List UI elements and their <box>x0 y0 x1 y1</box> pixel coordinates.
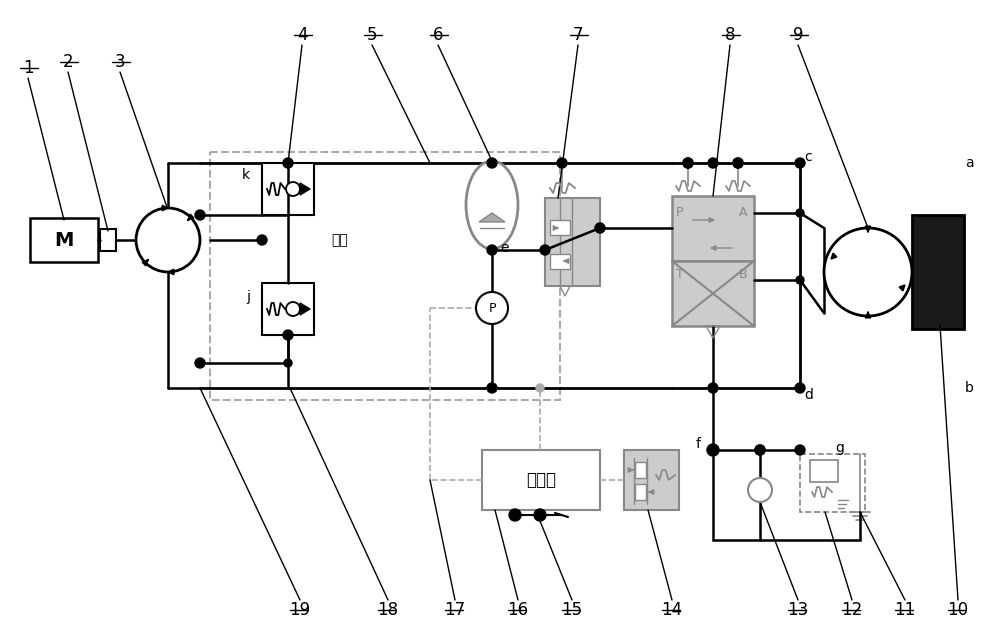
Circle shape <box>487 158 497 168</box>
Text: 补油: 补油 <box>332 233 348 247</box>
Bar <box>262 163 314 215</box>
Circle shape <box>487 383 497 393</box>
Circle shape <box>683 158 693 168</box>
Circle shape <box>284 359 292 367</box>
Text: A: A <box>738 207 747 219</box>
Bar <box>545 198 600 286</box>
Text: 18: 18 <box>377 601 399 619</box>
Text: 11: 11 <box>894 601 916 619</box>
Circle shape <box>708 158 718 168</box>
Text: 1: 1 <box>23 59 33 77</box>
Bar <box>912 215 964 329</box>
Text: 2: 2 <box>63 53 73 71</box>
Text: j: j <box>246 290 250 304</box>
Circle shape <box>195 358 205 368</box>
Circle shape <box>476 292 508 324</box>
Circle shape <box>540 245 550 255</box>
Text: d: d <box>804 388 813 402</box>
Text: 3: 3 <box>115 53 125 71</box>
Bar <box>810 460 838 482</box>
Text: e: e <box>500 241 509 255</box>
Bar <box>30 218 98 262</box>
Circle shape <box>509 509 521 521</box>
Text: f: f <box>696 437 701 451</box>
Circle shape <box>536 384 544 392</box>
Circle shape <box>286 302 300 316</box>
Text: 7: 7 <box>573 26 583 44</box>
Text: 19: 19 <box>289 601 311 619</box>
Bar <box>672 196 754 261</box>
Text: 4: 4 <box>297 26 307 44</box>
Text: 6: 6 <box>433 26 443 44</box>
Circle shape <box>257 235 267 245</box>
Text: M: M <box>54 230 74 249</box>
Circle shape <box>748 478 772 502</box>
Circle shape <box>283 158 293 168</box>
Text: 17: 17 <box>444 601 466 619</box>
Bar <box>635 462 646 478</box>
Bar <box>635 484 646 500</box>
Bar <box>550 220 570 235</box>
Bar <box>800 454 865 512</box>
Circle shape <box>733 158 743 168</box>
Bar <box>482 450 600 510</box>
Circle shape <box>487 245 497 255</box>
Circle shape <box>708 383 718 393</box>
Circle shape <box>795 383 805 393</box>
Text: P: P <box>676 207 684 219</box>
Text: 15: 15 <box>561 601 583 619</box>
Text: k: k <box>242 168 250 182</box>
Bar <box>550 254 570 269</box>
Text: 10: 10 <box>947 601 969 619</box>
Text: b: b <box>965 381 974 395</box>
Text: P: P <box>488 301 496 314</box>
Polygon shape <box>300 303 310 315</box>
Circle shape <box>683 158 693 168</box>
Text: 14: 14 <box>661 601 683 619</box>
Circle shape <box>595 223 605 233</box>
Polygon shape <box>300 183 310 195</box>
Circle shape <box>755 445 765 455</box>
Bar <box>672 261 754 326</box>
Text: T: T <box>676 268 684 282</box>
Circle shape <box>286 182 300 196</box>
Text: B: B <box>738 268 747 282</box>
Circle shape <box>824 228 912 316</box>
Text: 8: 8 <box>725 26 735 44</box>
Circle shape <box>283 330 293 340</box>
Circle shape <box>195 210 205 220</box>
Bar <box>624 450 679 510</box>
Circle shape <box>534 509 546 521</box>
Bar <box>100 229 116 251</box>
Ellipse shape <box>466 161 518 249</box>
Circle shape <box>557 158 567 168</box>
Text: 13: 13 <box>787 601 809 619</box>
Circle shape <box>796 209 804 217</box>
Bar <box>210 152 560 400</box>
Circle shape <box>733 158 743 168</box>
Circle shape <box>755 445 765 455</box>
Text: g: g <box>836 441 844 455</box>
Circle shape <box>795 158 805 168</box>
Text: a: a <box>965 156 974 170</box>
Text: c: c <box>804 150 812 164</box>
Circle shape <box>707 444 719 456</box>
Text: 5: 5 <box>367 26 377 44</box>
Text: 控制器: 控制器 <box>526 471 556 489</box>
Circle shape <box>795 445 805 455</box>
Bar <box>262 283 314 335</box>
Text: 9: 9 <box>793 26 803 44</box>
Circle shape <box>796 276 804 284</box>
Polygon shape <box>479 213 505 222</box>
Text: 16: 16 <box>507 601 529 619</box>
Circle shape <box>136 208 200 272</box>
Text: 12: 12 <box>841 601 863 619</box>
